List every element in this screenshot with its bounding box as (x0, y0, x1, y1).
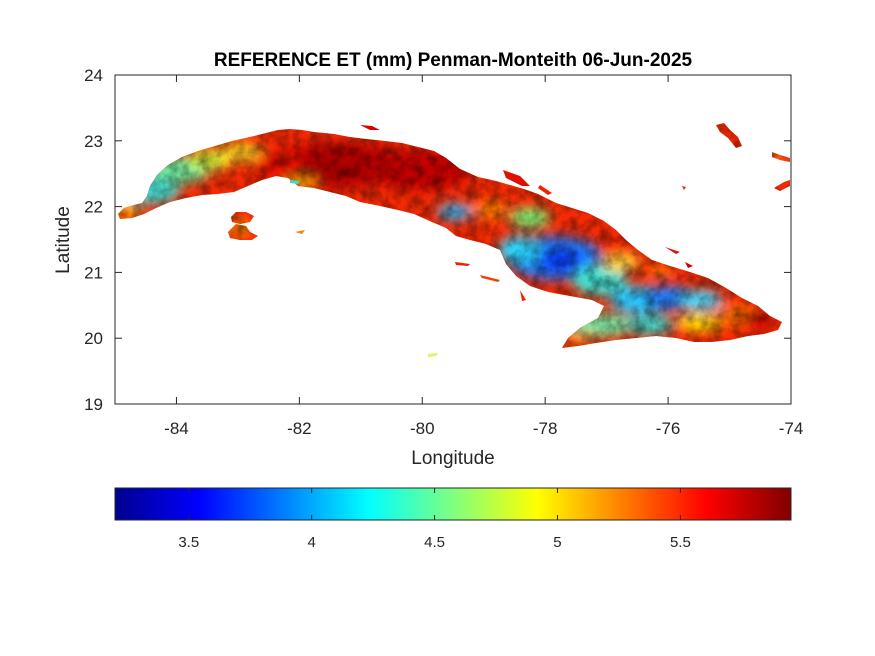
y-tick-label: 24 (84, 66, 103, 85)
x-axis-label: Longitude (411, 448, 494, 469)
colorbar-tick-label: 3.5 (178, 534, 199, 551)
x-tick-label: -84 (164, 419, 189, 438)
colorbar-tick-label: 4.5 (424, 534, 445, 551)
axes-frame (114, 74, 792, 405)
colorbar-ticks: 3.5 4 4.5 5 5.5 (178, 488, 691, 551)
x-tick-label: -74 (779, 419, 804, 438)
y-tick-label: 19 (84, 395, 103, 414)
x-tick-label: -82 (287, 419, 312, 438)
plot-area (115, 75, 791, 404)
chart-title: REFERENCE ET (mm) Penman-Monteith 06-Jun… (214, 50, 693, 71)
y-tick-label: 21 (84, 263, 103, 282)
colorbar-tick-label: 4 (307, 534, 315, 551)
coastal-cays (290, 125, 693, 357)
y-tick-label: 22 (84, 198, 103, 217)
axis-ticks: -84 -82 -80 -78 -76 -74 19 20 21 22 23 24 (84, 66, 803, 438)
colorbar-tick-label: 5 (553, 534, 561, 551)
y-tick-label: 20 (84, 329, 103, 348)
x-tick-label: -80 (410, 419, 435, 438)
x-tick-label: -78 (533, 419, 558, 438)
y-axis-label: Latitude (53, 206, 74, 274)
x-tick-label: -76 (656, 419, 681, 438)
colorbar-tick-label: 5.5 (670, 534, 691, 551)
y-tick-label: 23 (84, 132, 103, 151)
colorbar (114, 487, 792, 521)
